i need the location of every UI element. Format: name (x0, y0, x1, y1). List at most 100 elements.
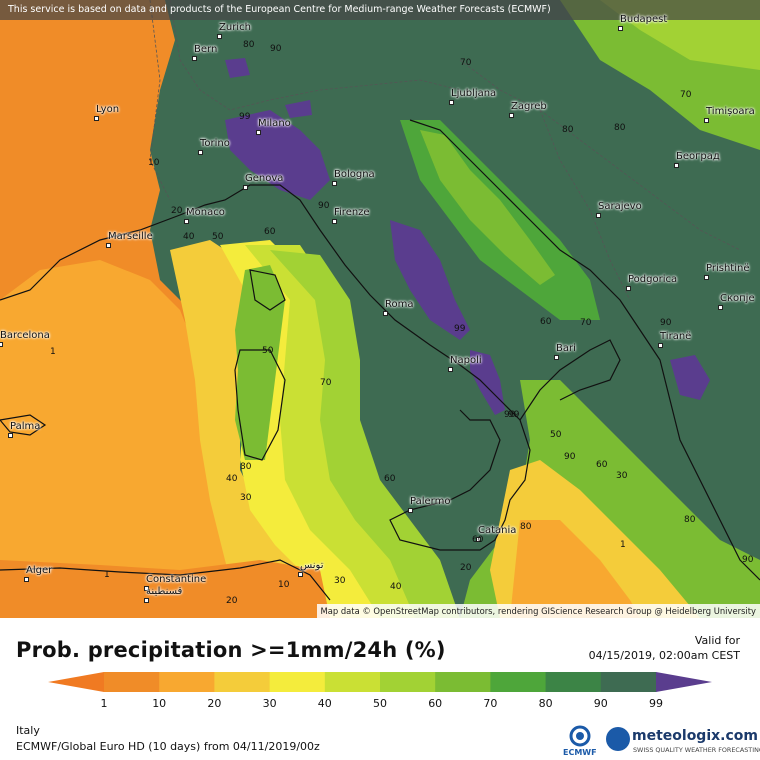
field-sea-20pct (170, 240, 350, 618)
city-marker (198, 150, 203, 155)
contour-label: 90 (318, 201, 330, 211)
contour-label: 10 (278, 580, 290, 590)
city-label: Bari (556, 343, 576, 354)
colorbar-segment (490, 672, 547, 692)
city-label: Genova (245, 173, 284, 184)
colorbar-tick-label: 1 (100, 697, 108, 710)
field-99-alps (225, 110, 330, 200)
field-99-milano (285, 100, 312, 118)
city-label: Budapest (620, 14, 668, 25)
contour-label: 1 (50, 347, 56, 357)
contour-label: 99 (239, 112, 251, 122)
city-label: Monaco (186, 207, 225, 218)
city-marker (144, 586, 149, 591)
contour-label: 1 (620, 540, 626, 550)
colorbar-segment (324, 672, 381, 692)
city-label: Београд (676, 151, 720, 162)
colorbar-arrow-left (48, 672, 104, 692)
colorbar-tick-label: 80 (538, 697, 553, 710)
city-label: Bologna (334, 169, 375, 180)
contour-label: 90 (742, 555, 754, 565)
city-marker (106, 243, 111, 248)
city-marker (24, 577, 29, 582)
city-label: Timișoara (706, 106, 755, 117)
city-marker (383, 311, 388, 316)
contour-label: 80 (520, 522, 532, 532)
city-label: Roma (385, 299, 414, 310)
field-99-albania (670, 355, 710, 400)
contour-label: 80 (240, 462, 252, 472)
contour-label: 60 (264, 227, 276, 237)
colorbar-segment (435, 672, 491, 692)
field-99-swiss (225, 58, 250, 78)
contour-label: 99 (508, 410, 520, 420)
colorbar-tick-label: 10 (152, 697, 167, 710)
forecast-map[interactable]: This service is based on data and produc… (0, 0, 760, 618)
ecmwf-logo-text: ECMWF (563, 748, 597, 757)
city-marker (192, 56, 197, 61)
city-marker (8, 433, 13, 438)
contour-label: 80 (562, 125, 574, 135)
contour-label: 80 (614, 123, 626, 133)
field-sea-40pct (245, 245, 420, 618)
field-africa (0, 560, 330, 618)
city-marker (243, 185, 248, 190)
field-sardinia (235, 265, 285, 460)
colorbar-tick-label: 40 (317, 697, 332, 710)
city-marker (596, 213, 601, 218)
city-marker (144, 598, 149, 603)
field-99-apennines (390, 220, 470, 340)
contour-label: 20 (460, 563, 472, 573)
colorbar-tick-label: 99 (649, 697, 663, 710)
city-marker (554, 355, 559, 360)
borders (149, 0, 741, 301)
colorbar-segment (214, 672, 271, 692)
contour-label: 99 (454, 324, 466, 334)
ecmwf-notice: This service is based on data and produc… (0, 0, 760, 20)
contour-label: 70 (320, 378, 332, 388)
contour-label: 20 (226, 596, 238, 606)
city-label: Catania (478, 525, 517, 536)
city-label: Palermo (410, 496, 451, 507)
model-run-label: ECMWF/Global Euro HD (10 days) from 04/1… (16, 740, 320, 753)
contour-label: 60 (472, 535, 484, 545)
colorbar-tick-label: 60 (428, 697, 443, 710)
contour-label: 40 (226, 474, 238, 484)
city-label: Lyon (96, 104, 120, 115)
city-label: Marseille (108, 231, 153, 242)
contour-label: 40 (390, 582, 402, 592)
contour-label: 50 (550, 430, 562, 440)
contour-label: 1 (104, 570, 110, 580)
contour-label: 20 (171, 206, 183, 216)
city-marker (408, 508, 413, 513)
city-label: Скопје (720, 293, 755, 304)
field-99-campania (470, 350, 505, 415)
colorbar-tick-label: 90 (593, 697, 608, 710)
contour-label: 80 (684, 515, 696, 525)
contour-label: 30 (240, 493, 252, 503)
legend-colorbar (48, 672, 712, 692)
colorbar-segment (269, 672, 326, 692)
city-label: Alger (26, 565, 53, 576)
city-marker (476, 537, 481, 542)
contour-label: 50 (212, 232, 224, 242)
field-ionian-20 (510, 520, 640, 618)
field-sea-50pct (270, 250, 460, 618)
colorbar-tick-label: 50 (373, 697, 387, 710)
contour-label: 70 (460, 58, 472, 68)
city-label: Palma (10, 421, 41, 432)
contour-label: 80 (243, 40, 255, 50)
city-marker (509, 113, 514, 118)
contour-label: 50 (262, 346, 274, 356)
city-marker (626, 286, 631, 291)
colorbar-tick-label: 70 (483, 697, 498, 710)
contour-label: 60 (384, 474, 396, 484)
city-marker (704, 118, 709, 123)
city-label: Firenze (334, 207, 370, 218)
colorbar-tick-label: 30 (262, 697, 277, 710)
city-marker (332, 219, 337, 224)
city-label: Podgorica (628, 274, 678, 285)
legend-title: Prob. precipitation >=1mm/24h (%) (16, 638, 446, 662)
meteologix-brand[interactable]: meteologix.com (632, 728, 758, 744)
city-marker (0, 342, 3, 347)
